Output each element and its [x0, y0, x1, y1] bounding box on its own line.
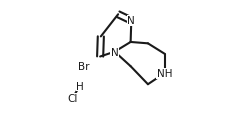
Text: NH: NH [157, 69, 172, 78]
Text: Cl: Cl [67, 93, 78, 103]
Text: Br: Br [78, 61, 89, 71]
Text: H: H [76, 81, 84, 91]
Text: N: N [111, 47, 119, 57]
Text: N: N [127, 16, 135, 26]
